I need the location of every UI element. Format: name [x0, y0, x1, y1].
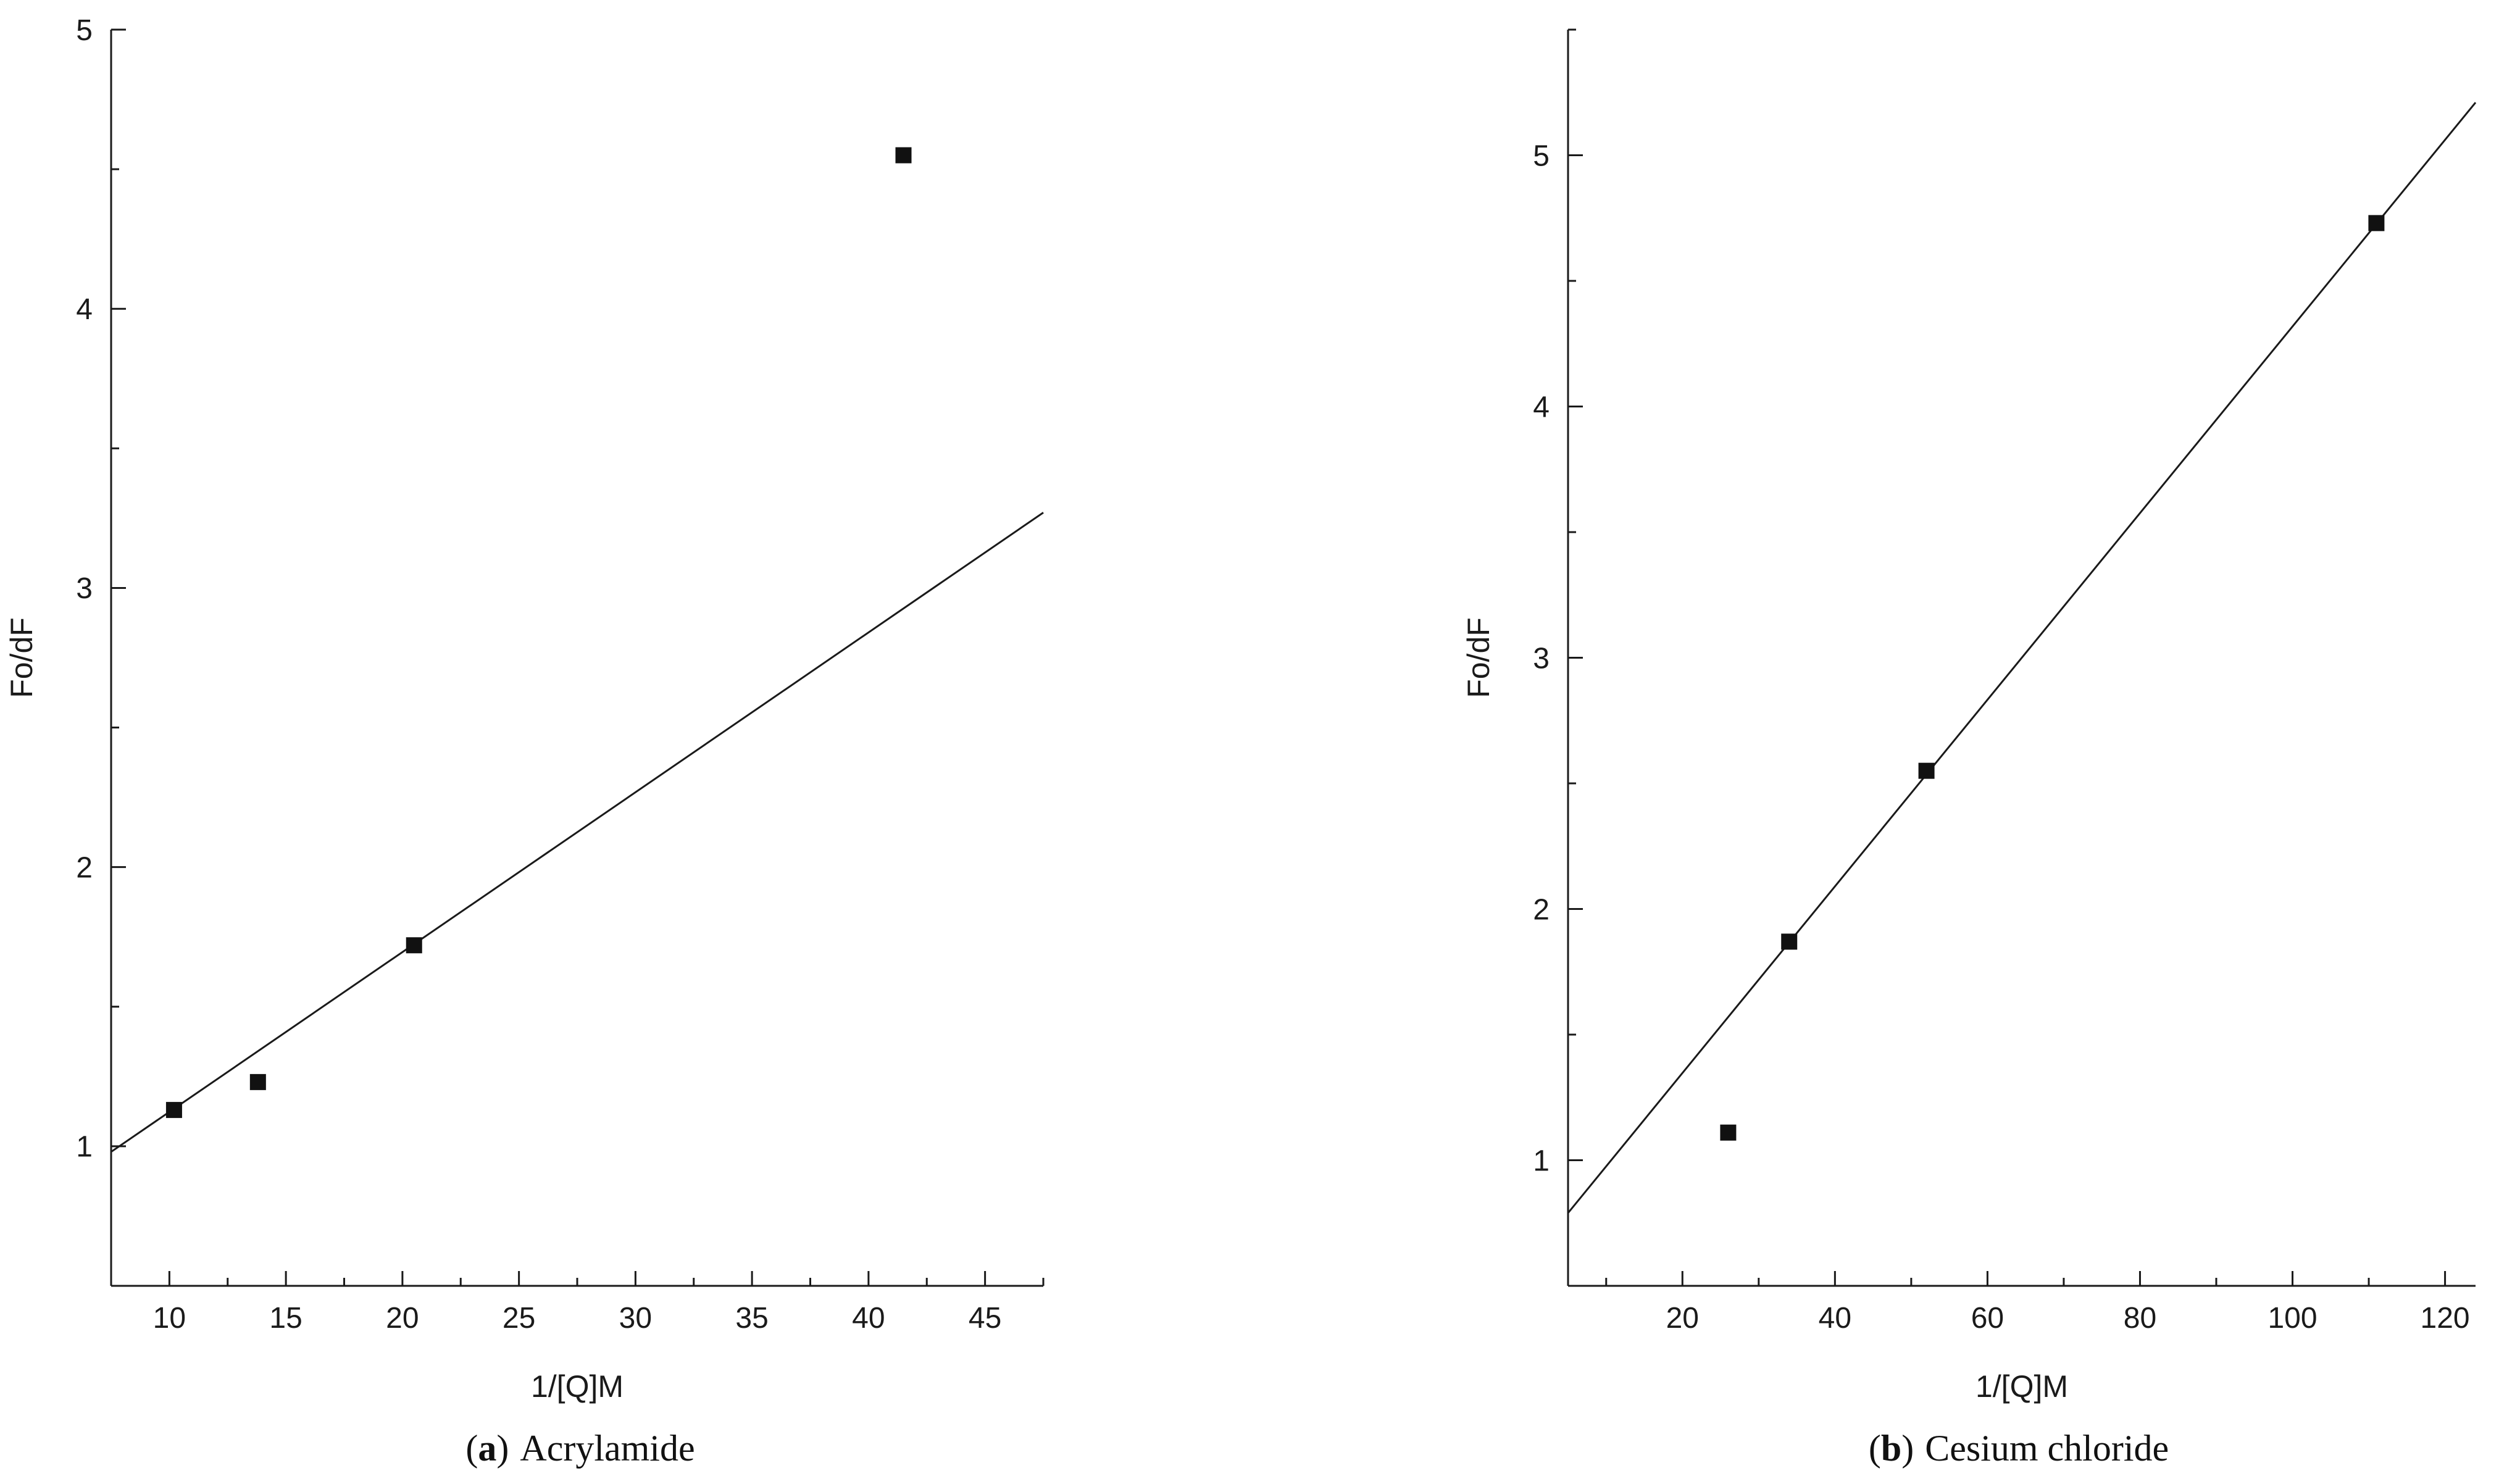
x-tick-label: 15 — [269, 1302, 302, 1335]
x-tick-label: 20 — [386, 1302, 419, 1335]
caption-index-label: b — [1880, 1428, 1902, 1469]
y-tick-label: 2 — [1533, 893, 1550, 926]
caption-index-label: a — [478, 1428, 497, 1469]
x-tick-label: 10 — [153, 1302, 186, 1335]
y-tick-label: 3 — [1533, 642, 1550, 675]
data-point — [1781, 933, 1798, 950]
data-point — [165, 1102, 182, 1119]
x-tick-label: 40 — [1819, 1302, 1851, 1335]
data-point — [1720, 1124, 1737, 1141]
x-axis-label: 1/[Q]M — [1975, 1369, 2068, 1404]
x-tick-label: 100 — [2267, 1302, 2317, 1335]
x-tick-label: 120 — [2421, 1302, 2470, 1335]
x-tick-label: 80 — [2124, 1302, 2156, 1335]
y-tick-label: 1 — [76, 1131, 93, 1164]
data-point — [406, 937, 422, 954]
y-tick-label: 2 — [76, 851, 93, 884]
caption-paren-close: ) — [1901, 1428, 1914, 1469]
caption-b: (b) Cesium chloride — [1869, 1427, 2169, 1470]
x-tick-label: 40 — [852, 1302, 885, 1335]
x-tick-label: 45 — [969, 1302, 1001, 1335]
x-tick-label: 60 — [1971, 1302, 2004, 1335]
data-point — [249, 1073, 266, 1090]
data-point — [895, 147, 912, 164]
y-tick-label: 1 — [1533, 1144, 1550, 1177]
y-tick-label: 5 — [1533, 140, 1550, 172]
y-tick-label: 3 — [76, 572, 93, 605]
x-tick-label: 35 — [735, 1302, 768, 1335]
chart-b-svg: 20 40 60 80 100 120 1 2 3 4 5 1/[Q]M Fo/dF — [1461, 28, 2477, 1404]
x-tick-label: 30 — [619, 1302, 652, 1335]
data-point — [2368, 215, 2385, 231]
caption-a: (a) Acrylamide — [465, 1427, 695, 1470]
x-tick-label: 20 — [1666, 1302, 1699, 1335]
y-axis-label: Fo/dF — [4, 617, 39, 698]
caption-paren-open: ( — [465, 1428, 478, 1469]
fit-line — [1567, 102, 2477, 1214]
y-tick-label: 5 — [76, 14, 93, 47]
fit-line — [111, 512, 1044, 1153]
x-tick-label: 25 — [503, 1302, 535, 1335]
y-tick-label: 4 — [1533, 391, 1550, 423]
caption-text: Acrylamide — [520, 1428, 695, 1469]
y-axis-label: Fo/dF — [1461, 617, 1496, 698]
caption-paren-open: ( — [1868, 1428, 1881, 1469]
x-axis-label: 1/[Q]M — [531, 1369, 624, 1404]
caption-text: Cesium chloride — [1925, 1428, 2169, 1469]
y-tick-label: 4 — [76, 293, 93, 326]
caption-paren-close: ) — [496, 1428, 509, 1469]
data-point — [1918, 762, 1935, 779]
